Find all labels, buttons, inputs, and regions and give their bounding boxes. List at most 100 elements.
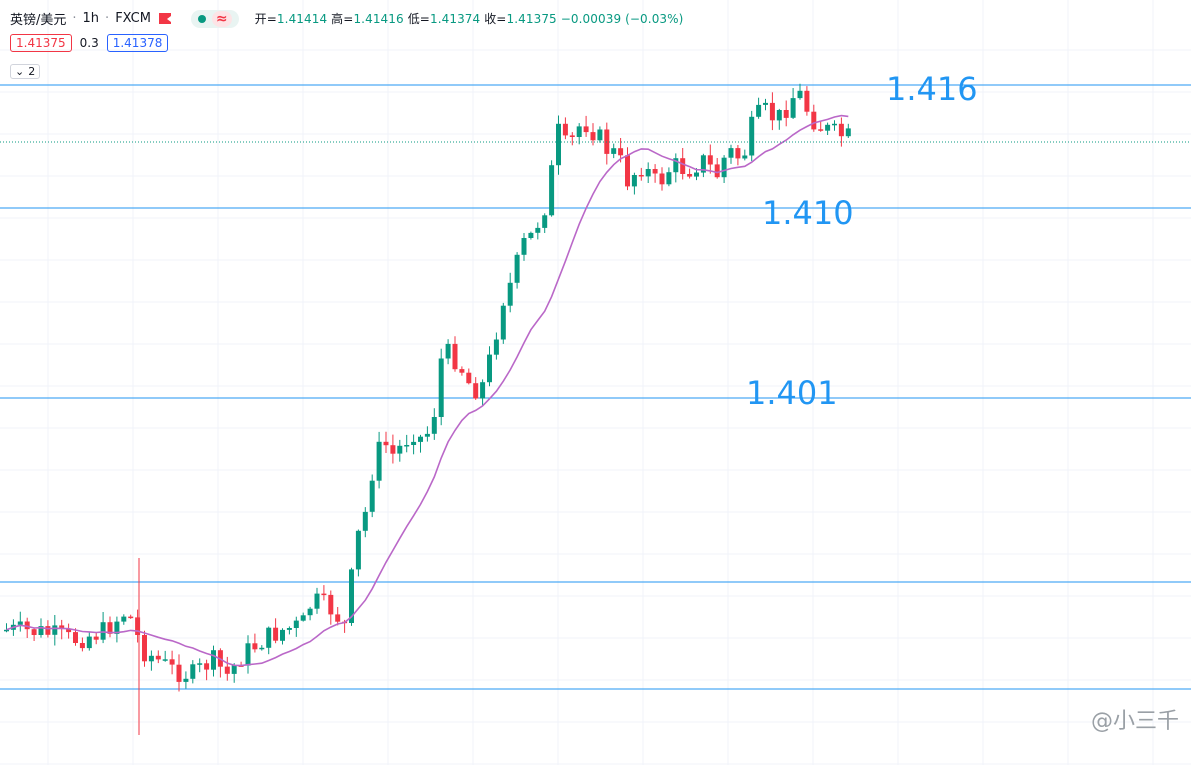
spread-value: 0.3 xyxy=(79,36,99,50)
candlesticks xyxy=(4,83,851,735)
level-label-1401: 1.401 xyxy=(746,374,838,412)
watermark: @小三千 xyxy=(1090,709,1179,734)
wave-icon: ≈ xyxy=(211,10,232,27)
candle-body xyxy=(349,569,354,623)
level-label-1416: 1.416 xyxy=(886,70,978,108)
candle-body xyxy=(245,643,251,666)
candle-body xyxy=(638,175,644,177)
indicator-toggle-row: ⌄ 2 xyxy=(10,64,41,79)
candle-body xyxy=(535,227,541,233)
separator: · xyxy=(72,11,77,26)
separator: · xyxy=(105,11,110,26)
candle-body xyxy=(369,480,375,512)
market-status-pill[interactable]: ≈ xyxy=(190,9,239,28)
horizontal-levels xyxy=(0,84,1191,690)
market-open-dot-icon xyxy=(197,14,206,23)
candle-body xyxy=(569,135,575,137)
candle-body xyxy=(625,155,630,187)
candle-body xyxy=(252,643,258,650)
candle-body xyxy=(776,110,782,121)
candle-body xyxy=(204,663,210,670)
trade-buttons: 1.41375 0.3 1.41378 xyxy=(10,34,169,52)
candle-body xyxy=(832,123,837,126)
candle-body xyxy=(473,383,479,399)
candle-body xyxy=(45,626,51,635)
candle-body xyxy=(286,628,292,630)
candle-body xyxy=(52,625,58,635)
chevron-down-icon: ⌄ xyxy=(15,65,25,78)
candle-body xyxy=(4,629,9,632)
candle-body xyxy=(66,628,72,633)
candle-body xyxy=(521,238,527,255)
candle-body xyxy=(466,372,472,384)
interval-label[interactable]: 1h xyxy=(82,11,100,26)
candle-body xyxy=(197,663,203,665)
candle-body xyxy=(100,622,106,640)
candle-body xyxy=(756,104,762,117)
open-label: 开= xyxy=(254,12,277,26)
candle-body xyxy=(259,647,265,650)
candle-body xyxy=(31,629,37,635)
candle-body xyxy=(783,110,789,118)
candle-body xyxy=(404,445,410,447)
candle-body xyxy=(300,615,306,621)
candle-body xyxy=(825,124,831,131)
candle-body xyxy=(562,123,568,136)
candle-body xyxy=(714,164,720,178)
candle-body xyxy=(749,116,755,156)
candle-body xyxy=(355,530,361,570)
level-label-1410: 1.410 xyxy=(762,194,854,232)
candle-body xyxy=(659,173,665,185)
indicators-toggle-button[interactable]: ⌄ 2 xyxy=(10,64,41,79)
candle-body xyxy=(273,627,279,641)
candle-body xyxy=(438,358,444,417)
sell-button[interactable]: 1.41375 xyxy=(10,34,72,52)
candle-body xyxy=(328,594,334,615)
candle-body xyxy=(418,436,423,442)
candle-body xyxy=(128,616,134,619)
candle-body xyxy=(631,175,637,187)
flag-icon[interactable] xyxy=(158,13,171,24)
moving-average-line xyxy=(6,114,849,667)
high-value: 1.41416 xyxy=(353,12,404,26)
candle-body xyxy=(618,148,624,156)
candle-body xyxy=(114,621,120,634)
candle-body xyxy=(804,90,810,112)
candle-body xyxy=(694,172,699,177)
candle-body xyxy=(735,148,741,159)
candle-body xyxy=(155,655,161,660)
candle-body xyxy=(452,343,458,370)
candle-body xyxy=(424,433,430,437)
change-value: −0.00039 (−0.03%) xyxy=(560,12,684,26)
candle-body xyxy=(59,625,65,629)
candle-body xyxy=(687,174,693,177)
candle-body xyxy=(514,254,520,283)
candle-body xyxy=(728,148,734,158)
candle-body xyxy=(135,617,141,635)
candle-body xyxy=(542,215,548,228)
candle-body xyxy=(190,664,196,679)
candle-body xyxy=(211,650,216,670)
candle-body xyxy=(763,102,768,105)
indicators-count: 2 xyxy=(28,65,36,78)
buy-button[interactable]: 1.41378 xyxy=(106,34,169,52)
candle-body xyxy=(493,339,499,355)
candle-body xyxy=(818,129,824,131)
candle-body xyxy=(845,128,851,137)
candle-body xyxy=(700,155,706,173)
candle-body xyxy=(314,593,320,609)
candle-body xyxy=(673,158,679,173)
low-value: 1.41374 xyxy=(429,12,481,26)
symbol-name[interactable]: 英镑/美元 xyxy=(10,13,67,28)
symbol-legend: 英镑/美元 · 1h · FXCM ≈ 开=1.41414 高=1.41416 … xyxy=(10,9,683,28)
candle-body xyxy=(17,621,23,625)
candle-body xyxy=(445,343,451,359)
candle-body xyxy=(549,165,555,216)
candle-body xyxy=(376,441,382,481)
candle-body xyxy=(107,622,113,634)
candle-body xyxy=(431,417,437,434)
candle-body xyxy=(721,157,727,178)
candle-body xyxy=(583,126,589,133)
